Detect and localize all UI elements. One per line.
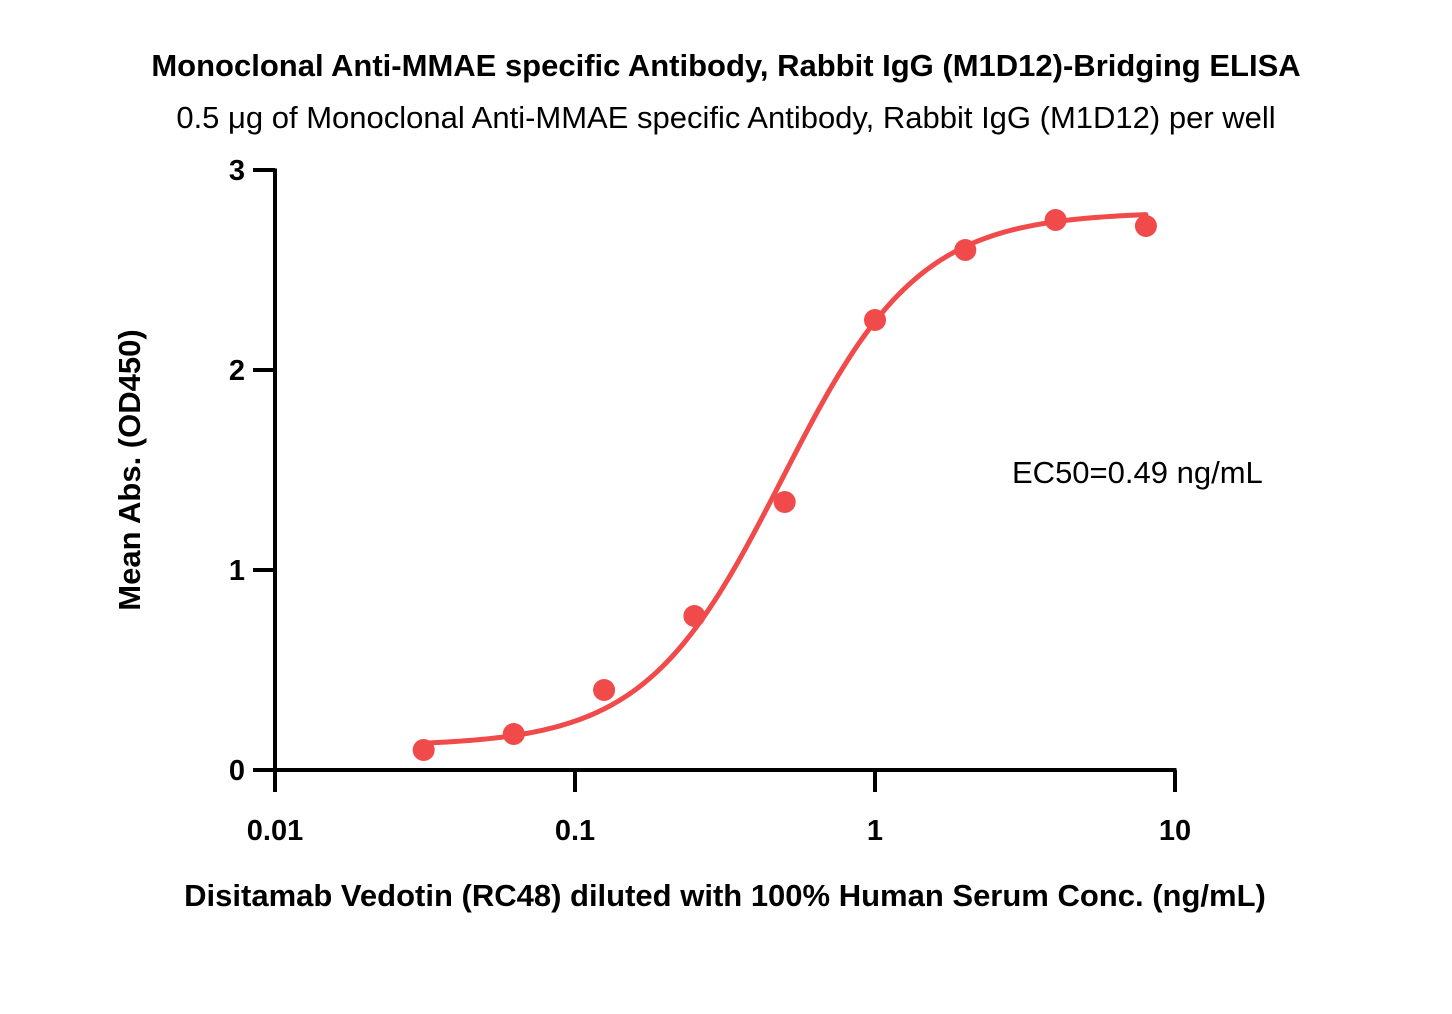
x-tick-label: 0.01 [247, 815, 303, 847]
y-tick-label: 2 [229, 355, 245, 387]
data-points [412, 209, 1157, 761]
ec50-annotation: EC50=0.49 ng/mL [1012, 455, 1263, 490]
data-point [1044, 209, 1067, 231]
fit-curve-group [421, 212, 1149, 746]
y-axis-label: Mean Abs. (OD450) [112, 329, 147, 610]
data-point [773, 491, 796, 513]
axes: 0 1 2 3 0.01 0.1 1 10 [229, 155, 1191, 847]
data-point [1134, 215, 1157, 237]
data-point [412, 739, 435, 761]
x-tick-label: 0.1 [555, 815, 595, 847]
chart-subtitle: 0.5 μg of Monoclonal Anti-MMAE specific … [176, 100, 1276, 135]
y-tick-label: 0 [229, 755, 245, 787]
y-tick-label: 3 [229, 155, 245, 187]
data-point [864, 309, 886, 331]
x-tick-label: 10 [1159, 815, 1191, 847]
y-tick-label: 1 [229, 555, 245, 587]
data-point [683, 605, 706, 627]
x-axis-label: Disitamab Vedotin (RC48) diluted with 10… [184, 878, 1266, 913]
fit-curve [421, 212, 1149, 746]
data-point [593, 679, 616, 701]
chart-title: Monoclonal Anti-MMAE specific Antibody, … [151, 48, 1301, 83]
data-point [954, 239, 977, 261]
x-tick-label: 1 [867, 815, 883, 847]
data-point [502, 723, 525, 745]
